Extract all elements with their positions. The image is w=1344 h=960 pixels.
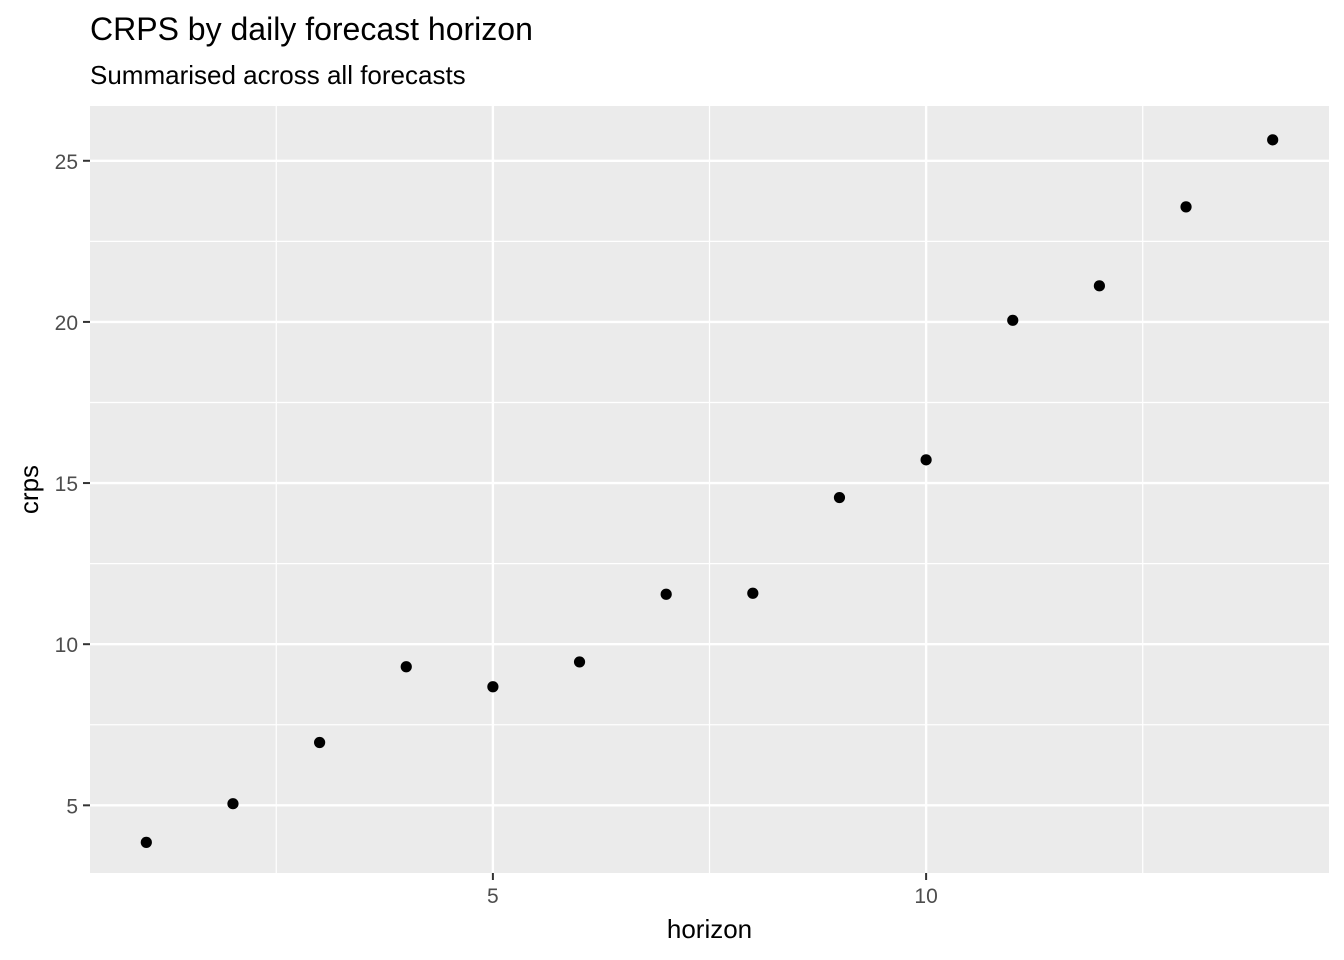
data-point-7 [660, 588, 672, 600]
x-tick-label-1: 10 [914, 885, 937, 908]
y-tick-label-2: 15 [55, 473, 78, 496]
data-point-13 [1180, 201, 1192, 213]
x-tick-label-0: 5 [487, 885, 499, 908]
data-point-10 [920, 454, 932, 466]
y-tick-label-4: 25 [55, 151, 78, 174]
data-point-12 [1093, 280, 1105, 292]
major-gridlines [90, 106, 1329, 873]
data-point-9 [833, 491, 846, 504]
data-points [140, 134, 1279, 848]
y-tick-label-3: 20 [55, 312, 78, 335]
minor-gridlines [90, 106, 1329, 873]
data-point-11 [1007, 314, 1019, 326]
data-point-4 [400, 661, 412, 673]
data-point-1 [140, 836, 152, 848]
chart-subtitle: Summarised across all forecasts [90, 60, 466, 90]
data-point-3 [314, 736, 326, 749]
data-point-14 [1267, 134, 1279, 146]
y-axis: 5 10 15 20 25 [55, 151, 90, 818]
x-axis: 5 10 [487, 873, 938, 908]
y-axis-title: crps [14, 465, 44, 514]
y-tick-label-0: 5 [66, 795, 78, 818]
data-point-8 [747, 587, 759, 599]
data-point-6 [573, 656, 586, 668]
data-point-5 [487, 681, 499, 693]
chart-title: CRPS by daily forecast horizon [90, 11, 533, 47]
data-point-2 [227, 798, 239, 810]
y-tick-label-1: 10 [55, 634, 78, 657]
x-axis-title: horizon [667, 914, 752, 944]
